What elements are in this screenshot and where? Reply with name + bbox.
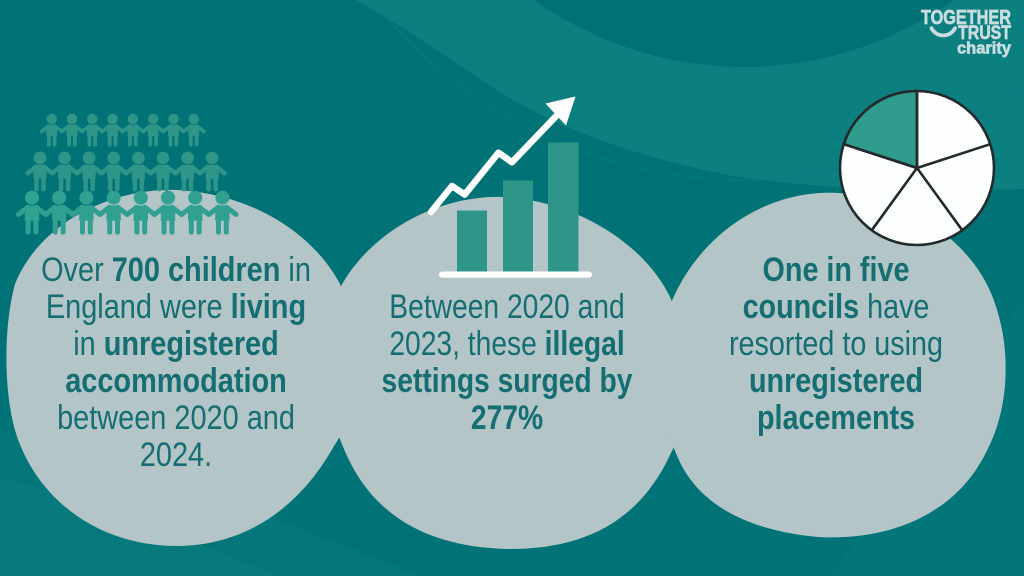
- svg-text:charity: charity: [957, 39, 1012, 58]
- svg-text:TRUST: TRUST: [958, 22, 1011, 44]
- svg-text:TOGETHER: TOGETHER: [921, 7, 1011, 29]
